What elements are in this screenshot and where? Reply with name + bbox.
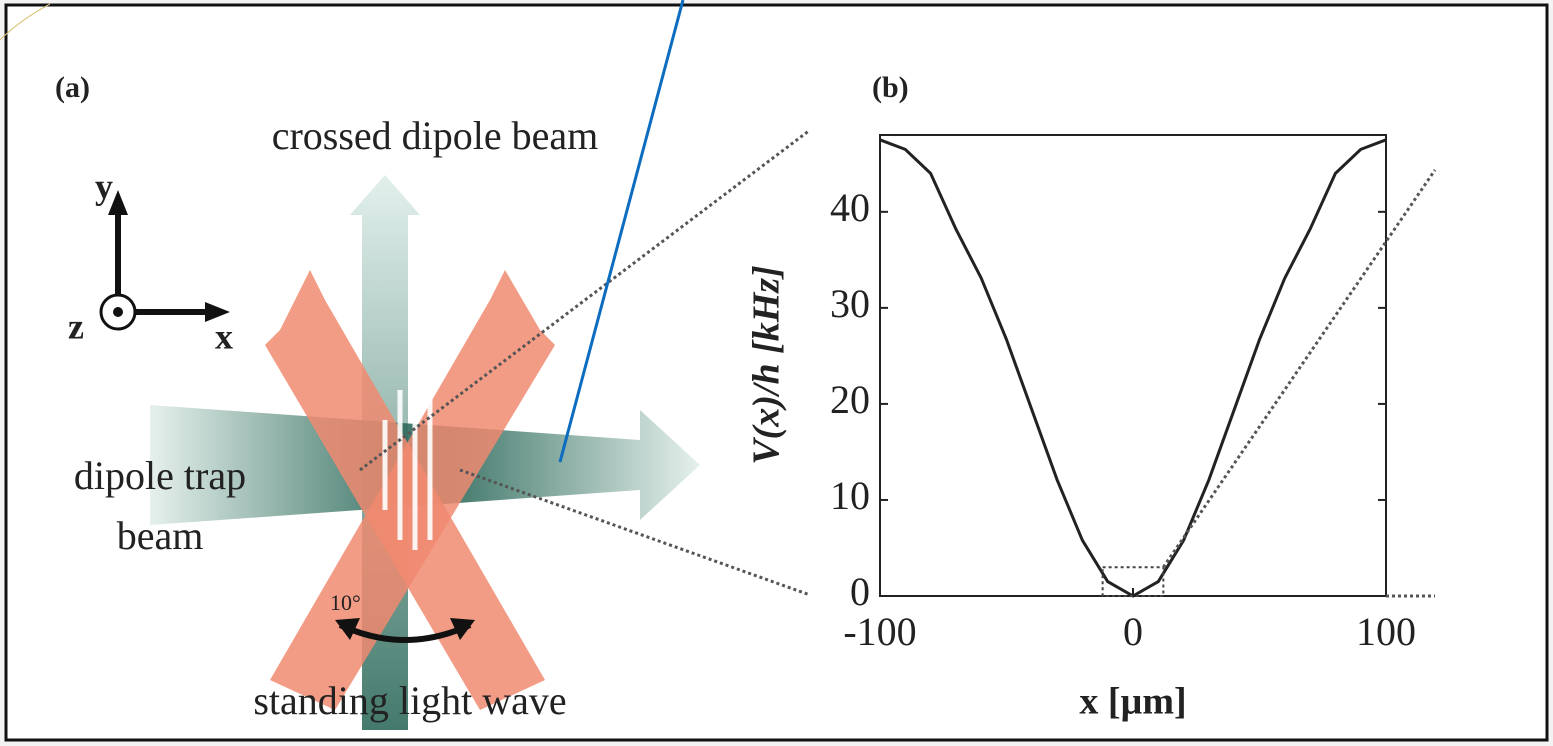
x-tick-label: 100 [1356,609,1416,654]
x-axis-label: x [µm] [1079,681,1186,723]
diagram-label: beam [117,513,204,558]
zoom-box [1101,566,1165,597]
decoration [0,3,51,41]
annotation-line [558,0,685,463]
diagram [99,128,811,730]
y-axis-label: V(x)/h [kHz] [746,265,788,465]
x-tick-label: -100 [843,609,916,654]
axis-label: z [68,306,84,346]
diagram-label: standing light wave [253,678,566,723]
data-line [879,138,1387,598]
panel-label: (b) [872,71,909,104]
y-tick-label: 0 [850,569,870,614]
frame [4,3,1549,742]
y-tick-label: 10 [830,473,870,518]
diagram-label: crossed dipole beam [272,113,599,158]
angle-arrow [338,622,472,643]
diagram-label: dipole trap [74,453,246,498]
angle-label: 10° [330,590,361,615]
zoom-line [1162,169,1437,569]
panel-label: (a) [55,71,90,104]
axis-label: x [215,316,233,356]
y-tick-label: 40 [830,185,870,230]
axis-label: y [95,166,113,206]
y-tick-label: 30 [830,281,870,326]
x-tick-label: 0 [1123,609,1143,654]
y-tick-label: 20 [830,377,870,422]
